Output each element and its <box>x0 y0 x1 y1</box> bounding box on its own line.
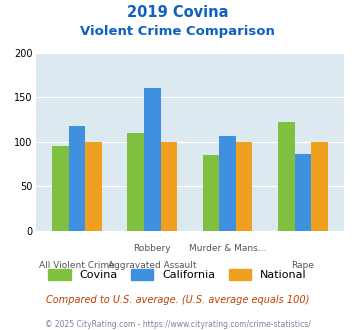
Bar <box>69 126 85 231</box>
Text: © 2025 CityRating.com - https://www.cityrating.com/crime-statistics/: © 2025 CityRating.com - https://www.city… <box>45 320 310 329</box>
Bar <box>144 87 160 231</box>
Bar <box>160 142 177 231</box>
Text: Murder & Mans...: Murder & Mans... <box>189 244 266 253</box>
Text: Violent Crime Comparison: Violent Crime Comparison <box>80 25 275 38</box>
Text: Aggravated Assault: Aggravated Assault <box>108 261 197 270</box>
Bar <box>219 136 236 231</box>
Bar <box>203 155 219 231</box>
Text: 2019 Covina: 2019 Covina <box>127 5 228 20</box>
Bar <box>236 142 252 231</box>
Bar <box>311 142 328 231</box>
Text: All Violent Crime: All Violent Crime <box>39 261 115 270</box>
Bar <box>278 122 295 231</box>
Text: Rape: Rape <box>291 261 315 270</box>
Bar <box>52 146 69 231</box>
Text: Compared to U.S. average. (U.S. average equals 100): Compared to U.S. average. (U.S. average … <box>46 295 309 305</box>
Bar <box>127 133 144 231</box>
Legend: Covina, California, National: Covina, California, National <box>44 265 311 285</box>
Bar <box>295 154 311 231</box>
Text: Robbery: Robbery <box>133 244 171 253</box>
Bar <box>85 142 102 231</box>
